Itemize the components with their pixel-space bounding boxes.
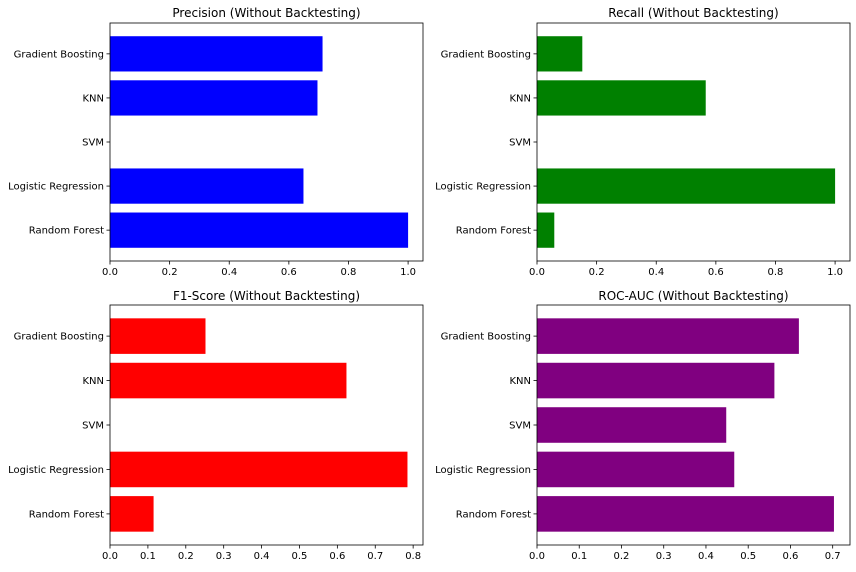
x-tick-label: 0.2 [589,267,605,278]
subplot-3: F1-Score (Without Backtesting) Random For… [8,289,424,562]
x-tick-label: 0.4 [648,267,664,278]
x-tick-label: 0.4 [221,267,237,278]
chart-title: ROC-AUC (Without Backtesting) [598,289,788,303]
x-tick-label: 0.5 [740,551,756,562]
subplot-2: Recall (Without Backtesting) Random Fores… [435,6,851,278]
chart-title: F1-Score (Without Backtesting) [173,289,360,303]
x-tick-label: 0.7 [825,551,841,562]
chart-title: Precision (Without Backtesting) [172,6,360,20]
x-tick-label: 0.8 [341,267,357,278]
bar-svm [537,407,727,443]
x-tick-label: 0.2 [178,551,194,562]
bar-random-forest [537,496,834,532]
axes-frame [109,22,424,262]
y-tick-label: Random Forest [456,509,531,520]
subplot-4: ROC-AUC (Without Backtesting) Random Fore… [435,289,851,562]
x-tick-label: 1.0 [400,267,416,278]
x-tick-label: 0.6 [782,551,798,562]
y-tick-label: Logistic Regression [8,465,104,476]
axes-frame [109,304,424,546]
x-tick-label: 0.4 [254,551,270,562]
x-tick-label: 0.4 [698,551,714,562]
y-tick-label: Logistic Regression [8,182,104,193]
x-tick-label: 0.6 [281,267,297,278]
y-tick-label: Random Forest [456,226,531,237]
y-tick-label: SVM [82,138,104,149]
bar-knn [110,362,347,399]
x-tick-label: 0.8 [768,267,784,278]
bar-gradient-boosting [110,36,323,72]
bar-logistic-regression [537,451,735,488]
y-tick-label: KNN [509,376,531,387]
y-tick-label: Logistic Regression [435,182,531,193]
y-tick-label: KNN [509,93,531,104]
y-tick-label: SVM [82,421,104,432]
x-tick-label: 0.6 [329,551,345,562]
bar-logistic-regression [110,168,304,204]
x-tick-label: 0.3 [216,551,232,562]
x-tick-label: 0.0 [529,551,545,562]
x-tick-label: 0.5 [292,551,308,562]
bar-gradient-boosting [537,318,799,354]
bar-random-forest [537,212,555,248]
bar-random-forest [110,212,409,248]
y-tick-label: Random Forest [29,509,104,520]
x-tick-label: 0.8 [405,551,421,562]
y-tick-label: Logistic Regression [435,465,531,476]
bar-knn [537,362,775,399]
y-tick-label: Gradient Boosting [14,332,104,343]
bar-knn [537,80,706,116]
axes-frame [536,22,851,262]
axes-frame [536,304,851,546]
bar-random-forest [110,496,154,532]
x-tick-label: 0.1 [140,551,156,562]
y-tick-label: SVM [509,421,531,432]
bar-gradient-boosting [110,318,206,354]
y-tick-label: SVM [509,138,531,149]
x-tick-label: 0.7 [367,551,383,562]
y-tick-label: KNN [82,93,104,104]
x-tick-label: 0.0 [102,267,118,278]
x-tick-label: 0.2 [162,267,178,278]
bar-knn [110,80,318,116]
bar-logistic-regression [537,168,836,204]
bar-gradient-boosting [537,36,583,72]
subplot-1: Precision (Without Backtesting) Random Fo… [8,6,424,278]
x-tick-label: 0.2 [614,551,630,562]
x-tick-label: 0.3 [656,551,672,562]
y-tick-label: Random Forest [29,226,104,237]
x-tick-label: 0.0 [102,551,118,562]
y-tick-label: Gradient Boosting [441,332,531,343]
x-tick-label: 1.0 [827,267,843,278]
chart-title: Recall (Without Backtesting) [608,6,778,20]
y-tick-label: Gradient Boosting [441,49,531,60]
x-tick-label: 0.0 [529,267,545,278]
y-tick-label: Gradient Boosting [14,49,104,60]
x-tick-label: 0.6 [708,267,724,278]
x-tick-label: 0.1 [571,551,587,562]
bar-logistic-regression [110,451,408,488]
y-tick-label: KNN [82,376,104,387]
